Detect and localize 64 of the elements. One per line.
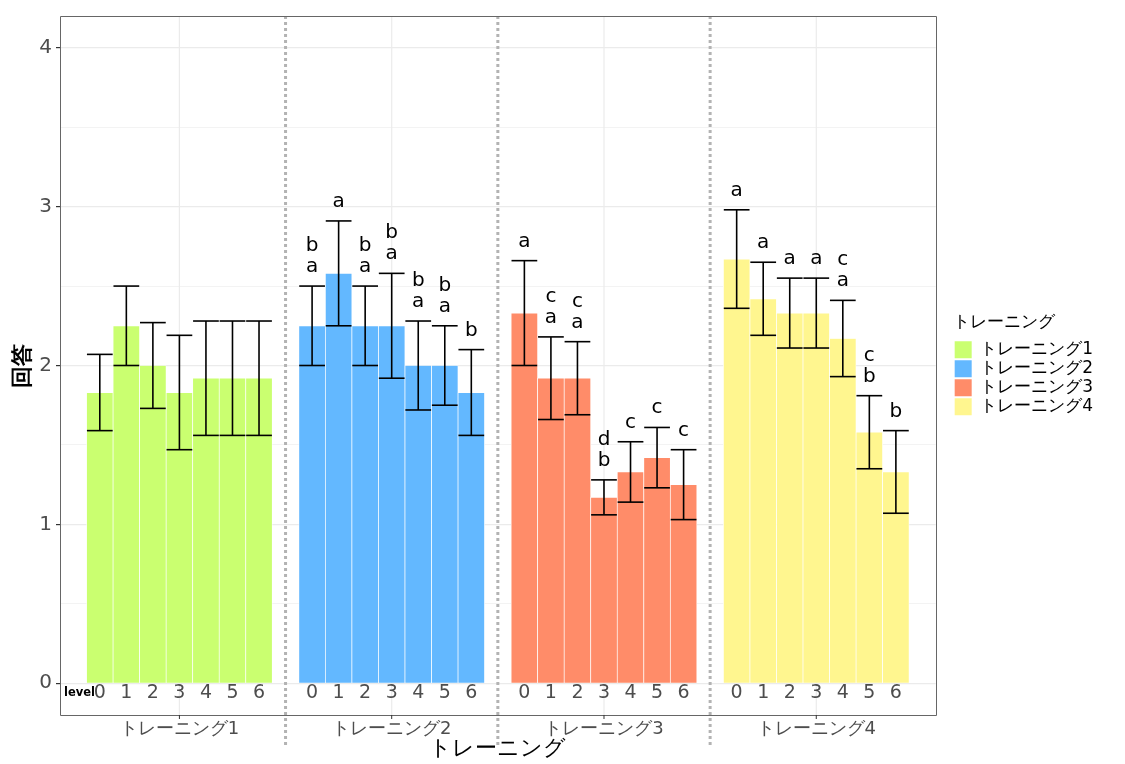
text: トレーニング4 <box>756 716 876 738</box>
data-label: b a <box>358 232 372 278</box>
x-tick-label: 0 <box>730 679 743 702</box>
data-label: b <box>464 316 478 341</box>
data-label: b a <box>385 219 399 265</box>
y-tick-label: 1 <box>39 510 52 535</box>
x-tick-label: 6 <box>252 679 266 702</box>
x-tick-label: 6 <box>465 679 478 702</box>
data-label: c a <box>836 246 849 292</box>
x-tick-label: 3 <box>810 679 823 702</box>
data-label: a <box>730 176 743 201</box>
text: トレーニング1 <box>119 716 240 738</box>
data-label: c a <box>544 282 558 328</box>
x-tick-label: 5 <box>651 679 664 702</box>
data-label: c <box>651 394 663 419</box>
x-tick-label: 1 <box>544 679 557 702</box>
data-label: a <box>757 229 770 254</box>
data-label: c b <box>862 341 876 387</box>
legend-label: トレーニング4 <box>980 395 1094 416</box>
x-tick-label: 0 <box>306 679 319 702</box>
x-tick-label: 2 <box>146 679 159 702</box>
y-tick-label: 2 <box>39 351 52 376</box>
data-label: b a <box>305 232 319 278</box>
x-tick-label: 4 <box>412 679 425 702</box>
legend-title: トレーニング <box>952 310 1056 331</box>
x-tick-label: 3 <box>173 679 186 702</box>
y-tick-label: 4 <box>39 33 52 58</box>
x-tick-label: 0 <box>518 679 531 702</box>
data-label: a <box>518 227 531 252</box>
data-label: c a <box>571 287 584 333</box>
x-tick-label: 0 <box>93 679 106 702</box>
x-tick-label: 2 <box>783 679 796 702</box>
x-tick-label: 4 <box>199 679 212 702</box>
data-label: c <box>625 408 637 433</box>
x-tick-label: 1 <box>120 679 133 702</box>
x-tick-label: 3 <box>597 679 611 702</box>
text: トレーニング3 <box>544 716 664 738</box>
legend-label: トレーニング2 <box>980 357 1094 378</box>
x-tick-label: 3 <box>385 679 398 702</box>
data-label: b a <box>411 267 425 313</box>
x-tick-label: 4 <box>624 679 637 702</box>
x-tick-label: 5 <box>226 679 239 702</box>
x-tick-label: 2 <box>359 679 372 702</box>
y-axis-title: 回答 <box>8 343 34 388</box>
x-tick-label: 4 <box>836 679 849 702</box>
data-label: d b <box>597 425 611 471</box>
data-label: a <box>332 187 345 212</box>
x-tick-label: 5 <box>438 679 451 702</box>
y-tick-label: 3 <box>39 192 52 217</box>
annotation: level <box>64 684 95 699</box>
x-tick-label: 6 <box>889 679 902 702</box>
x-tick-label: 2 <box>571 679 584 702</box>
x-tick-label: 6 <box>677 679 690 702</box>
x-tick-label: 1 <box>332 679 345 702</box>
x-tick-label: 5 <box>863 679 876 702</box>
data-label: c <box>678 416 690 441</box>
data-label: a <box>810 245 823 270</box>
x-tick-label: 1 <box>757 679 770 702</box>
legend-label: トレーニング1 <box>980 338 1094 359</box>
legend-label: トレーニング3 <box>980 376 1094 397</box>
data-label: b a <box>438 271 452 317</box>
data-label: a <box>783 245 796 270</box>
data-label: b <box>889 397 903 422</box>
text: トレーニング2 <box>331 716 452 738</box>
